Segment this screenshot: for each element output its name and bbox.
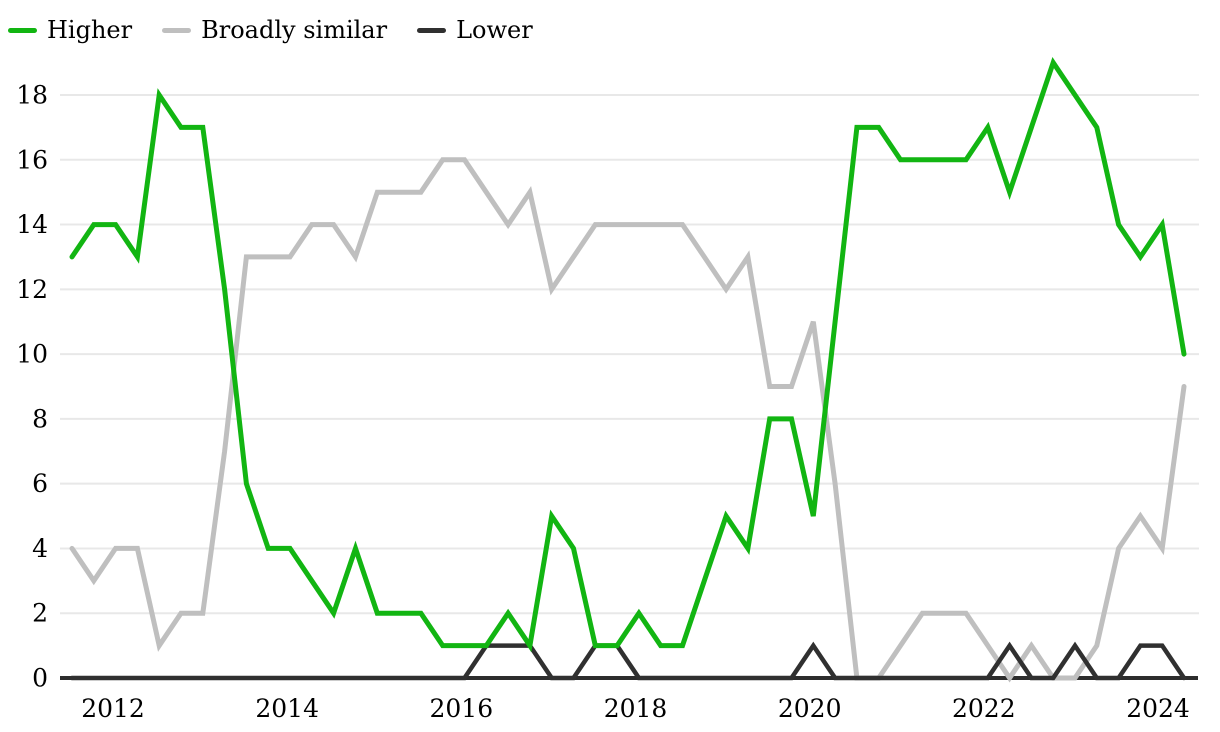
legend-label-higher: Higher [47,16,133,44]
legend-swatch-broadly-similar-icon [162,27,192,33]
x-tick-label: 2024 [1126,694,1190,723]
legend-item-lower: Lower [417,16,533,44]
legend-label-lower: Lower [456,16,533,44]
y-tick-label: 14 [16,210,48,239]
series-line-higher [69,57,1187,653]
legend-item-broadly-similar: Broadly similar [162,16,387,44]
y-tick-label: 4 [32,534,48,563]
legend-label-broadly-similar: Broadly similar [201,16,388,44]
x-tick-label: 2014 [255,694,319,723]
y-tick-label: 18 [16,81,48,110]
x-tick-label: 2020 [778,694,842,723]
x-tick-label: 2022 [952,694,1016,723]
x-tick-label: 2016 [429,694,493,723]
y-tick-label: 16 [16,145,48,174]
legend-swatch-lower-icon [417,27,447,33]
y-tick-label: 12 [16,275,48,304]
series-line-lower [69,641,1187,681]
chart-legend: Higher Broadly similar Lower [8,16,533,44]
y-tick-label: 10 [16,340,48,369]
x-tick-label: 2018 [604,694,668,723]
y-tick-label: 0 [32,664,48,693]
y-tick-label: 2 [32,599,48,628]
y-tick-label: 6 [32,469,48,498]
y-tick-label: 8 [32,404,48,433]
x-tick-label: 2012 [81,694,145,723]
legend-item-higher: Higher [8,16,132,44]
legend-swatch-higher-icon [8,27,37,33]
